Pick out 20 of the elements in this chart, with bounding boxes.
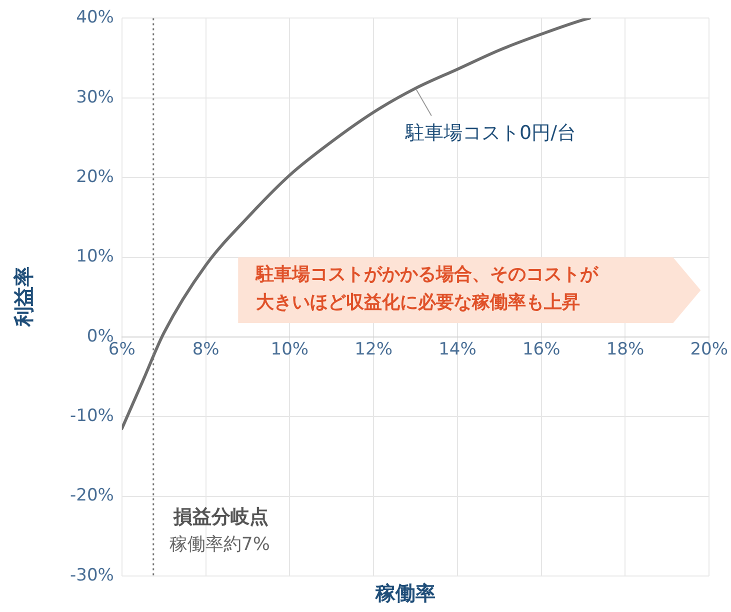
x-tick-label: 20% xyxy=(690,340,728,360)
x-axis-title: 稼働率 xyxy=(376,580,436,607)
y-tick-label: -10% xyxy=(70,406,114,426)
x-tick-label: 8% xyxy=(192,340,220,360)
x-tick-label: 18% xyxy=(606,340,644,360)
series-label: 駐車場コスト0円/台 xyxy=(406,121,576,146)
annotation: 稼働率約7% xyxy=(169,533,270,556)
y-tick-label: 30% xyxy=(76,87,114,108)
annotation: 駐車場コストがかかる場合、そのコストが大きいほど収益化に必要な稼働率も上昇 xyxy=(256,263,600,316)
y-axis-title: 利益率 xyxy=(10,266,36,327)
y-tick-label: 40% xyxy=(76,8,114,28)
y-tick-label: -30% xyxy=(70,565,114,586)
x-tick-label: 16% xyxy=(522,340,560,360)
y-tick-label: 10% xyxy=(76,246,114,267)
x-tick-label: 10% xyxy=(270,340,309,360)
y-tick-label: -20% xyxy=(70,486,114,506)
ref-line-label: 損益分岐点 xyxy=(173,505,268,530)
x-tick-label: 12% xyxy=(354,340,392,360)
x-tick-label: 14% xyxy=(438,340,476,360)
y-tick-label: 20% xyxy=(76,166,114,187)
